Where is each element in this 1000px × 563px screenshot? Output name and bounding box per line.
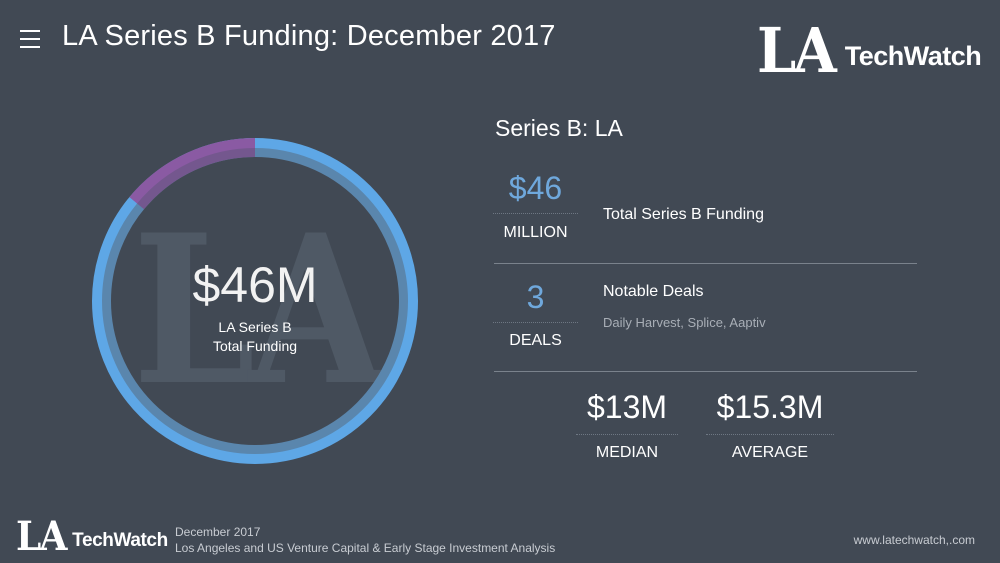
median-divider-dots [576, 434, 678, 435]
donut-highlight-inner-segment [136, 147, 256, 210]
deals-label: Notable Deals [603, 283, 704, 300]
average-unit: AVERAGE [731, 444, 809, 461]
logo-techwatch-text: TechWatch [844, 41, 982, 71]
median-value: $13M [586, 389, 668, 425]
average-value: $15.3M [716, 389, 824, 425]
median-unit: MEDIAN [595, 444, 659, 461]
funding-donut-chart: LA [92, 138, 418, 464]
footer-logo-la-mark: LA [16, 513, 67, 560]
logo-la-mark: LA [757, 14, 837, 87]
hamburger-menu-icon[interactable] [20, 30, 40, 48]
footer-logo-techwatch-text: TechWatch [72, 530, 168, 551]
footer-description: Los Angeles and US Venture Capital & Ear… [175, 541, 556, 555]
funding-unit: MILLION [503, 224, 568, 241]
funding-label: Total Series B Funding [603, 206, 764, 223]
footer-date: December 2017 [175, 525, 261, 539]
deals-divider-dots [493, 322, 578, 323]
average-divider-dots [706, 434, 834, 435]
funding-value: $46 [508, 170, 563, 206]
deals-companies: Daily Harvest, Splice, Aaptiv [603, 315, 766, 330]
funding-divider-dots [493, 213, 578, 214]
page-title: LA Series B Funding: December 2017 [62, 20, 556, 52]
section-title: Series B: LA [495, 115, 623, 141]
donut-highlight-segment [129, 138, 256, 204]
footer-logo: LA TechWatch [16, 517, 168, 557]
deals-unit: DEALS [509, 332, 562, 349]
la-watermark: LA [133, 189, 386, 430]
section-divider [494, 371, 917, 372]
section-divider [494, 263, 917, 264]
latechwatch-logo: LA TechWatch [757, 14, 982, 87]
deals-value: 3 [526, 279, 545, 315]
footer-website-link[interactable]: www.latechwatch,.com [853, 533, 975, 547]
